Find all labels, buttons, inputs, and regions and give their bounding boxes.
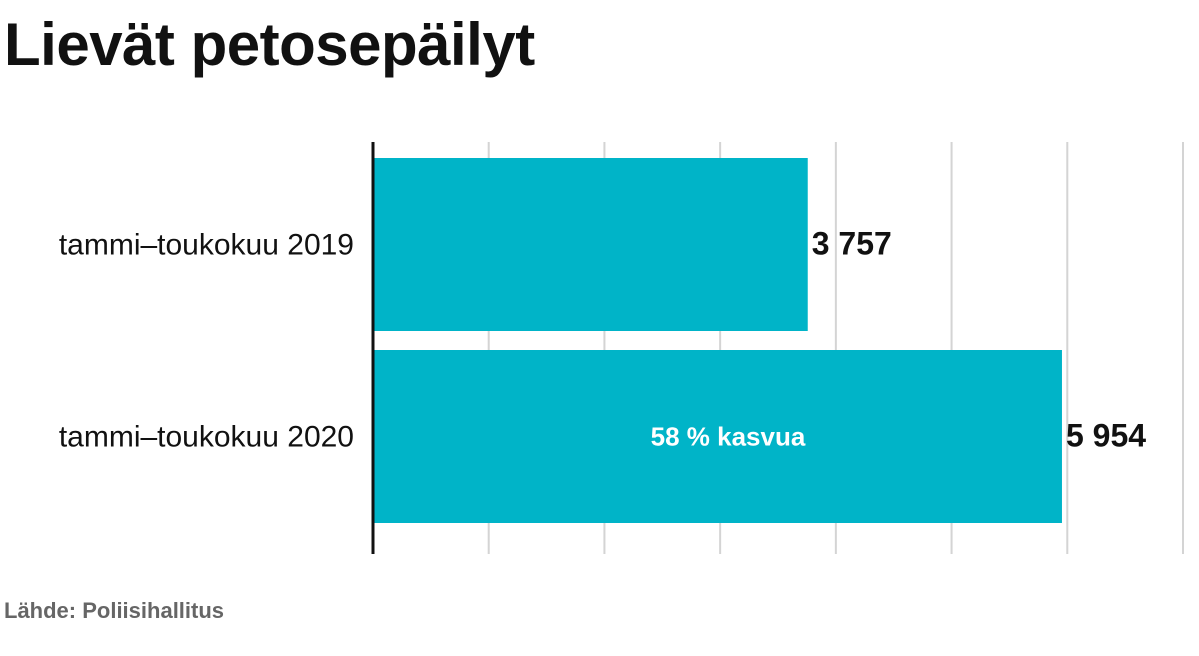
bar: [373, 158, 808, 331]
chart-title: Lievät petosepäilyt: [4, 11, 535, 78]
value-label: 3 757: [812, 226, 892, 262]
bar-annotation: 58 % kasvua: [651, 422, 806, 452]
label-layer: tammi–toukokuu 2019 3 757 tammi–toukokuu 2…: [59, 226, 1146, 454]
source-note: Lähde: Poliisihallitus: [4, 598, 225, 623]
value-label: 5 954: [1066, 418, 1146, 454]
bar-layer: [373, 158, 1062, 523]
category-label: tammi–toukokuu 2020: [59, 421, 354, 454]
category-label: tammi–toukokuu 2019: [59, 229, 354, 262]
bar: [373, 350, 1062, 523]
